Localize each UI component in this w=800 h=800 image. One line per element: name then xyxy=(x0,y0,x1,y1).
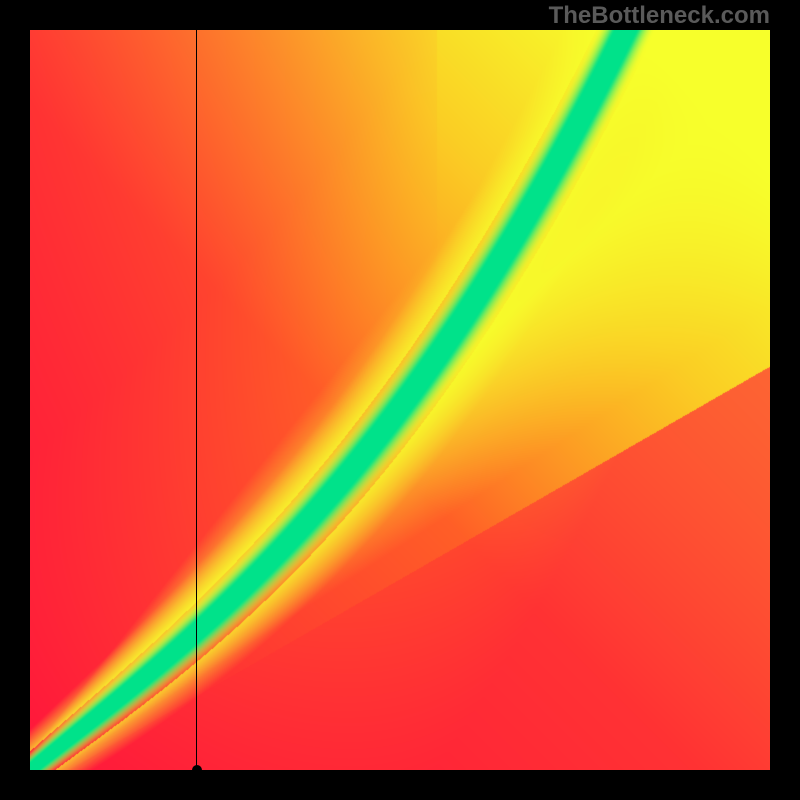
crosshair-vertical-line xyxy=(196,30,197,770)
bottleneck-heatmap xyxy=(30,30,770,770)
crosshair-marker-dot xyxy=(192,765,202,775)
watermark-text: TheBottleneck.com xyxy=(549,2,770,30)
